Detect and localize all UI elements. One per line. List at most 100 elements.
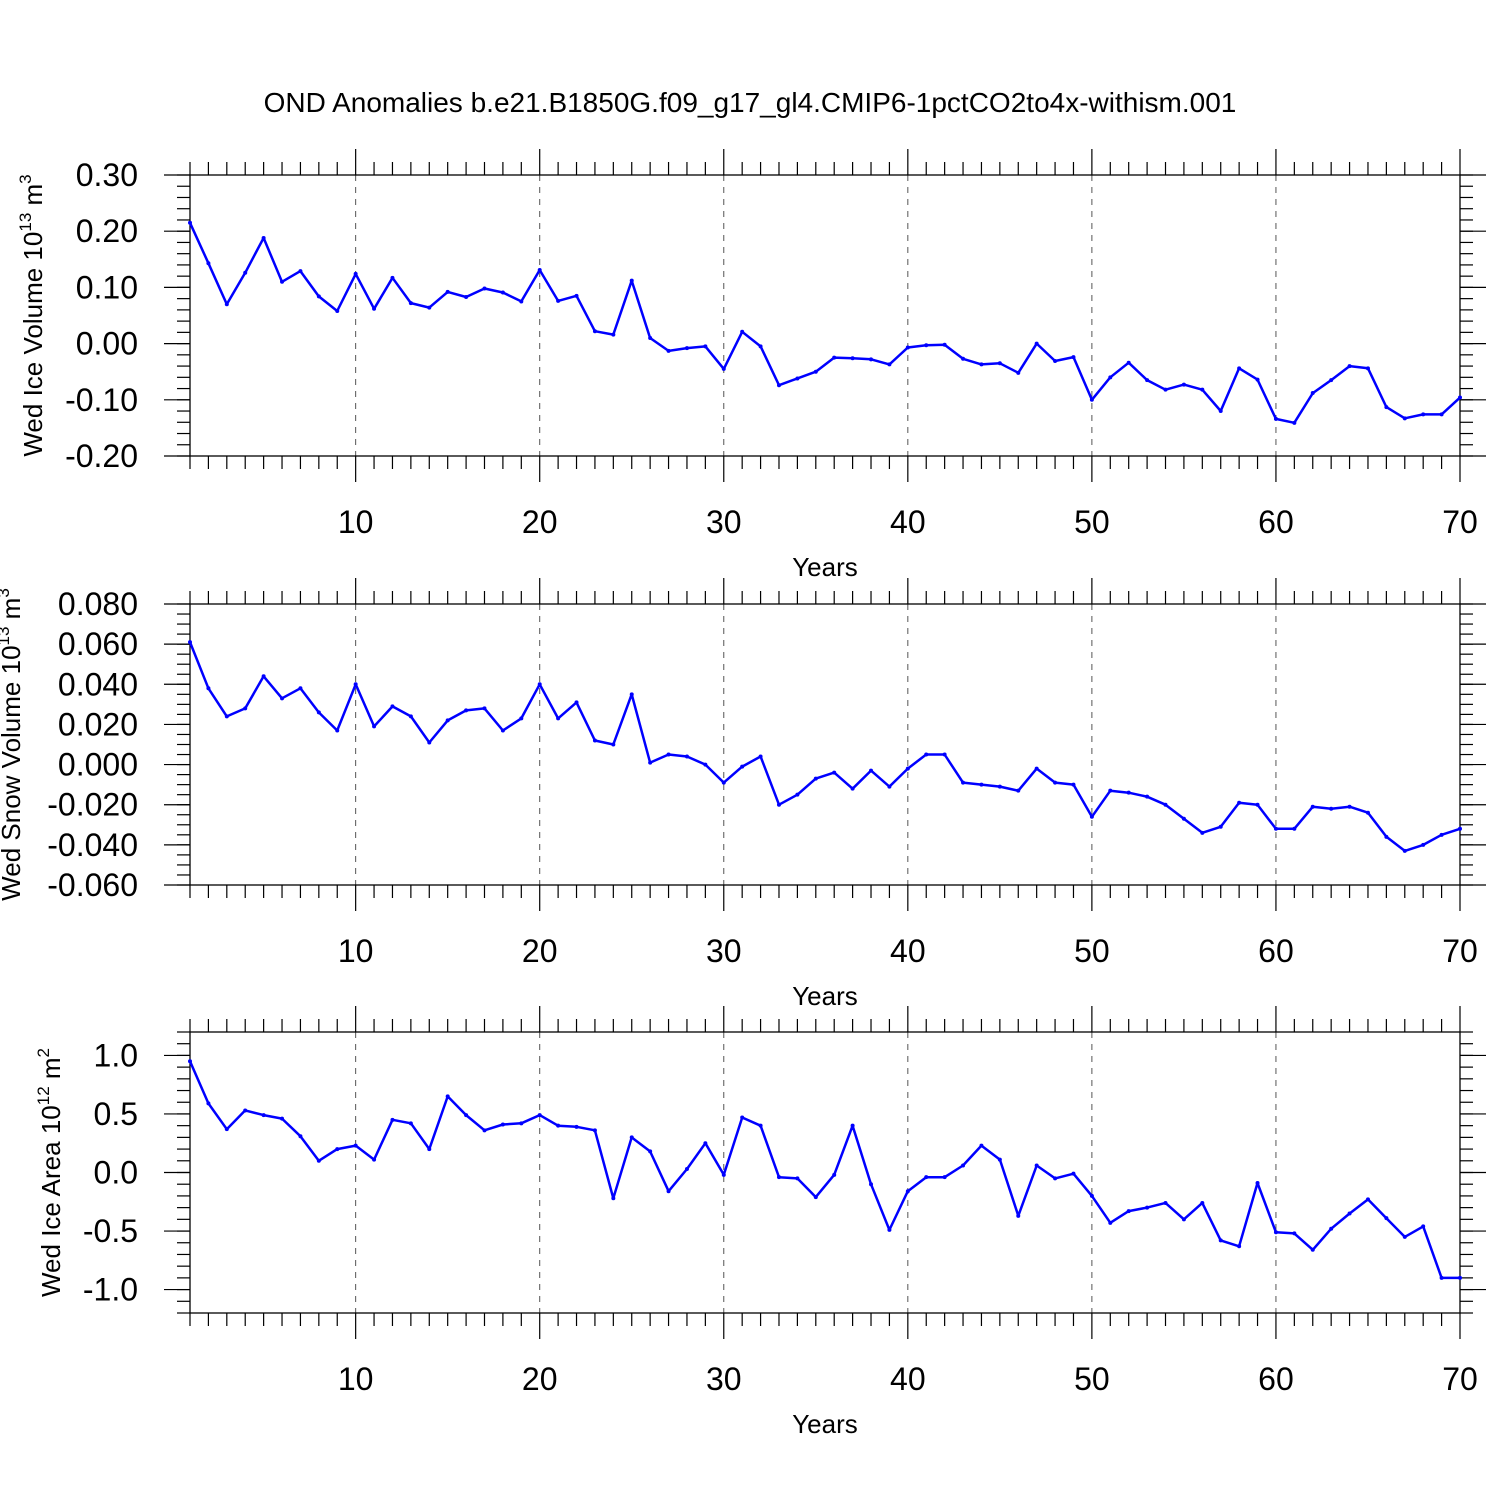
data-point (684, 754, 689, 759)
data-point (997, 361, 1002, 366)
x-tick-label: 40 (890, 1361, 926, 1397)
data-point (795, 792, 800, 797)
data-point (1089, 1193, 1094, 1198)
data-point (537, 1113, 542, 1118)
data-point (1126, 1209, 1131, 1214)
data-point (1384, 405, 1389, 410)
data-point (298, 269, 303, 274)
data-point (261, 1113, 266, 1118)
data-point (592, 738, 597, 743)
data-point (408, 1121, 413, 1126)
data-point (1292, 1231, 1297, 1236)
y-tick-label: -0.040 (47, 827, 138, 863)
data-point (1181, 382, 1186, 387)
data-point (942, 342, 947, 347)
data-point (500, 728, 505, 733)
data-point (869, 768, 874, 773)
x-tick-label: 60 (1258, 933, 1294, 969)
data-point (500, 1122, 505, 1127)
data-point (592, 1128, 597, 1133)
x-tick-label: 50 (1074, 504, 1110, 540)
data-point (408, 301, 413, 306)
data-point (1439, 1275, 1444, 1280)
data-point (924, 343, 929, 348)
data-point (519, 299, 524, 304)
x-axis-title: Years (792, 552, 858, 582)
y-tick-label: 0.5 (94, 1096, 138, 1132)
data-point (1402, 1234, 1407, 1239)
data-point (335, 728, 340, 733)
data-point (1310, 1247, 1315, 1252)
data-point (740, 764, 745, 769)
data-point (1034, 766, 1039, 771)
data-point (335, 309, 340, 314)
data-point (556, 716, 561, 721)
data-point (740, 1115, 745, 1120)
x-tick-label: 30 (706, 933, 742, 969)
data-point (611, 332, 616, 337)
x-tick-label: 60 (1258, 1361, 1294, 1397)
data-point (1016, 788, 1021, 793)
y-tick-label: 0.0 (94, 1155, 138, 1191)
panel-1: -0.20 -0.10 0.00 0.10 0.20 0.30 10 20 30 40 50 60 70… (16, 149, 1486, 582)
data-point (1384, 834, 1389, 839)
data-point (758, 1123, 763, 1128)
data-point (280, 696, 285, 701)
data-point (464, 1113, 469, 1118)
panel-2: -0.060 -0.040 -0.020 0.000 0.020 0.040 0.060 0.… (0, 578, 1486, 1011)
data-point (1108, 788, 1113, 793)
data-point (188, 1059, 192, 1064)
series-line-wed-ice-volume (188, 222, 1461, 425)
data-point (942, 1175, 947, 1180)
data-point (482, 1128, 487, 1133)
data-point (1053, 1176, 1058, 1181)
data-point (1402, 848, 1407, 853)
data-point (556, 1123, 561, 1128)
data-point (1071, 782, 1076, 787)
panels: -0.20 -0.10 0.00 0.10 0.20 0.30 10 20 30 40 50 60 70… (0, 149, 1486, 1439)
data-point (206, 686, 211, 691)
data-point (1053, 780, 1058, 785)
data-point (961, 356, 966, 361)
data-point (1273, 1230, 1278, 1235)
data-point (298, 686, 303, 691)
series-line-wed-snow-volume (188, 641, 1461, 853)
data-point (813, 1195, 818, 1200)
data-point (1163, 1200, 1168, 1205)
data-point (243, 706, 248, 711)
data-point (427, 1147, 432, 1152)
data-point (353, 682, 358, 687)
data-point (703, 344, 708, 349)
data-point (979, 362, 984, 367)
y-tick-label: -0.20 (65, 438, 138, 474)
data-point (574, 293, 579, 298)
data-point (298, 1134, 303, 1139)
data-point (188, 220, 192, 225)
data-point (1255, 1181, 1260, 1186)
data-point (813, 369, 818, 374)
data-point (1237, 366, 1242, 371)
y-axis-title: Wed Ice Volume 1013 m3 (16, 174, 48, 456)
data-point (1347, 804, 1352, 809)
data-point (353, 271, 358, 276)
data-point (795, 1176, 800, 1181)
data-point (1439, 832, 1444, 837)
data-point (1310, 391, 1315, 396)
data-point (1421, 842, 1426, 847)
data-point (1458, 826, 1462, 831)
data-point (979, 1143, 984, 1148)
data-point (574, 1124, 579, 1129)
data-point (464, 294, 469, 299)
data-point (1402, 416, 1407, 421)
data-point (390, 1117, 395, 1122)
data-point (776, 1175, 781, 1180)
data-point (224, 302, 229, 307)
data-point (1034, 341, 1039, 346)
y-tick-label: 0.30 (76, 157, 138, 193)
x-tick-label: 20 (522, 1361, 558, 1397)
data-point (1421, 1224, 1426, 1229)
data-point (427, 740, 432, 745)
data-point (1089, 814, 1094, 819)
x-axis-title: Years (792, 1409, 858, 1439)
data-point (1365, 810, 1370, 815)
